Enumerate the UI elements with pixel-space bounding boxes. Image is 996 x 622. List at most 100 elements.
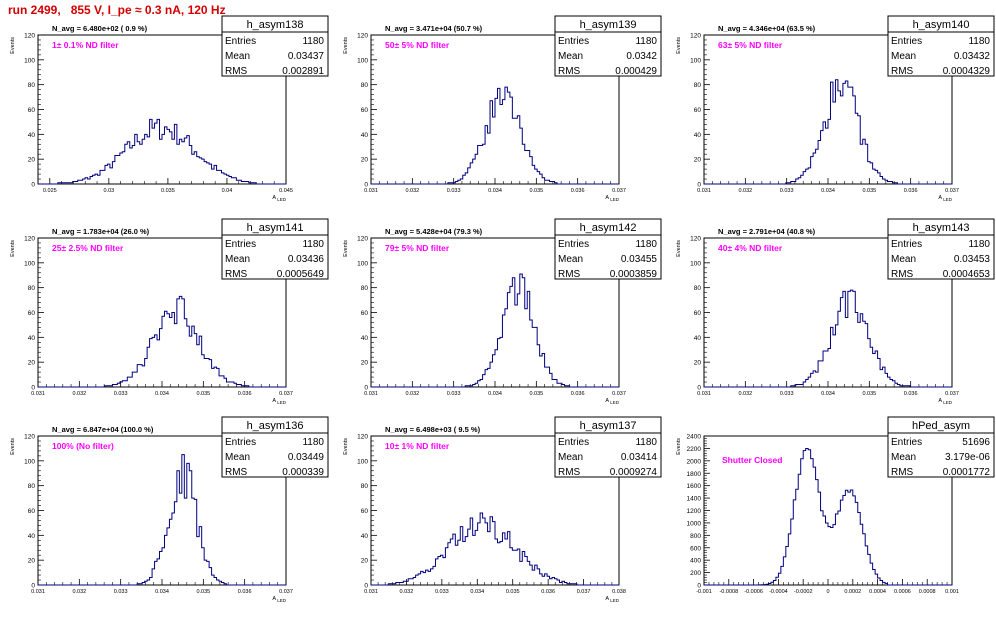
stats-label: Mean (891, 254, 916, 265)
x-tick-label: 0.036 (904, 391, 918, 397)
y-tick-label: 40 (361, 132, 369, 139)
y-tick-label: 60 (28, 508, 36, 515)
x-tick-label: 0.031 (697, 391, 711, 397)
y-axis-label: Events (676, 37, 682, 54)
y-tick-label: 120 (690, 33, 701, 40)
stats-value: 0.0003859 (610, 269, 658, 280)
y-tick-label: 2200 (687, 446, 702, 453)
histogram-series (704, 447, 952, 586)
histogram-chart: 0 20 40 60 80 100 120 0.031 0.032 0.033 0.034 0.035… (343, 15, 662, 202)
histogram-name: h_asym136 (247, 420, 304, 432)
y-tick-label: 100 (357, 458, 368, 465)
stats-label: RMS (225, 269, 248, 280)
y-tick-label: 1200 (687, 508, 702, 515)
x-axis-label: A LED (272, 398, 286, 405)
stats-value: 0.002891 (282, 66, 324, 77)
stats-label: RMS (558, 269, 581, 280)
stats-value: 1180 (968, 239, 990, 250)
stats-label: RMS (891, 269, 914, 280)
y-tick-label: 0 (697, 385, 701, 392)
stats-label: Mean (225, 452, 250, 463)
navg-label: N_avg = 6.847e+04 (100.0 %) (52, 425, 154, 434)
y-tick-label: 80 (28, 483, 36, 490)
filter-label: 63± 5% ND filter (718, 40, 783, 50)
x-tick-label: 0.037 (612, 188, 626, 194)
x-tick-label: 0.034 (488, 188, 502, 194)
y-tick-label: 20 (694, 360, 702, 367)
stats-label: Mean (891, 452, 916, 463)
x-tick-label: 0 (826, 589, 829, 595)
y-tick-label: 40 (694, 335, 702, 342)
stats-box (554, 416, 662, 478)
histogram-chart: 0 20 40 60 80 100 120 0.025 0.03 0.035 0.04 0.045 Ev… (10, 15, 329, 202)
x-tick-label: 0.038 (612, 589, 626, 595)
histogram-chart: 0 20 40 60 80 100 120 0.031 0.032 0.033 0.034 0.035… (676, 15, 995, 202)
histogram-panel: 0 20 40 60 80 100 120 0.031 0.032 0.033 0.034 0.035… (0, 416, 330, 621)
y-tick-label: 60 (28, 107, 36, 114)
y-tick-label: 200 (690, 570, 701, 577)
stats-value: 0.0004329 (943, 66, 991, 77)
stats-label: Mean (225, 51, 250, 62)
histogram-name: h_asym141 (247, 222, 304, 234)
stats-label: RMS (225, 66, 248, 77)
stats-value: 3.179e-06 (945, 452, 990, 463)
histogram-series (371, 273, 619, 388)
x-axis-label: A LED (272, 596, 286, 603)
x-tick-label: 0.037 (945, 188, 959, 194)
histogram-series (704, 289, 952, 388)
y-tick-label: 1800 (687, 471, 702, 478)
stats-box (887, 218, 995, 280)
y-tick-label: 60 (28, 310, 36, 317)
stats-value: 0.03449 (288, 452, 325, 463)
stats-value: 0.03453 (954, 254, 991, 265)
y-tick-label: 40 (694, 132, 702, 139)
histogram-chart: 0 200 400 600 800 1000 1200 1400 1600 1800 2000 220… (676, 416, 995, 595)
histogram-name: h_asym142 (580, 222, 637, 234)
navg-label: N_avg = 4.346e+04 (63.5 %) (718, 24, 816, 33)
y-tick-label: 20 (361, 360, 369, 367)
y-tick-label: 600 (690, 545, 701, 552)
stats-value: 0.03436 (288, 254, 325, 265)
x-tick-label: 0.036 (571, 391, 585, 397)
x-axis-label: A LED (938, 398, 952, 405)
x-axis-label: A LED (938, 195, 952, 202)
stats-label: Entries (891, 36, 922, 47)
x-tick-label: 0.037 (945, 391, 959, 397)
stats-box (554, 15, 662, 77)
x-tick-label: 0.037 (279, 589, 293, 595)
y-tick-label: 0 (364, 583, 368, 590)
stats-label: RMS (891, 467, 914, 478)
y-tick-label: 60 (694, 310, 702, 317)
x-tick-label: 0.035 (529, 391, 543, 397)
x-tick-label: 0.031 (697, 188, 711, 194)
x-tick-label: 0.03 (103, 188, 114, 194)
x-tick-label: 0.036 (571, 188, 585, 194)
y-tick-label: 120 (357, 33, 368, 40)
stats-label: RMS (891, 66, 914, 77)
y-tick-label: 0 (364, 182, 368, 189)
filter-label: Shutter Closed (722, 455, 782, 465)
stats-value: 1180 (968, 36, 990, 47)
filter-label: 100% (No filter) (52, 441, 114, 451)
y-tick-label: 80 (361, 483, 369, 490)
x-axis-label: A LED (605, 195, 619, 202)
stats-value: 1180 (635, 36, 657, 47)
histogram-panel: 0 20 40 60 80 100 120 0.031 0.032 0.033 0.034 0.035… (333, 218, 663, 423)
histogram-chart: 0 20 40 60 80 100 120 0.031 0.032 0.033 0.034 0.035… (343, 218, 662, 405)
histogram-series (371, 86, 619, 185)
y-tick-label: 100 (24, 57, 35, 64)
x-tick-label: 0.001 (945, 589, 959, 595)
stats-box (221, 15, 329, 77)
histogram-panel: 0 20 40 60 80 100 120 0.031 0.032 0.033 0.034 0.035… (0, 218, 330, 423)
x-tick-label: 0.037 (612, 391, 626, 397)
y-tick-label: 60 (361, 310, 369, 317)
x-tick-label: 0.034 (821, 391, 835, 397)
x-tick-label: 0.033 (114, 589, 128, 595)
stats-label: Mean (225, 254, 250, 265)
navg-label: N_avg = 3.471e+04 (50.7 %) (385, 24, 483, 33)
x-tick-label: 0.033 (780, 188, 794, 194)
histogram-panel: 0 200 400 600 800 1000 1200 1400 1600 1800 2000 220… (666, 416, 996, 621)
x-tick-label: 0.032 (72, 391, 86, 397)
y-tick-label: 0 (697, 182, 701, 189)
y-tick-label: 60 (694, 107, 702, 114)
